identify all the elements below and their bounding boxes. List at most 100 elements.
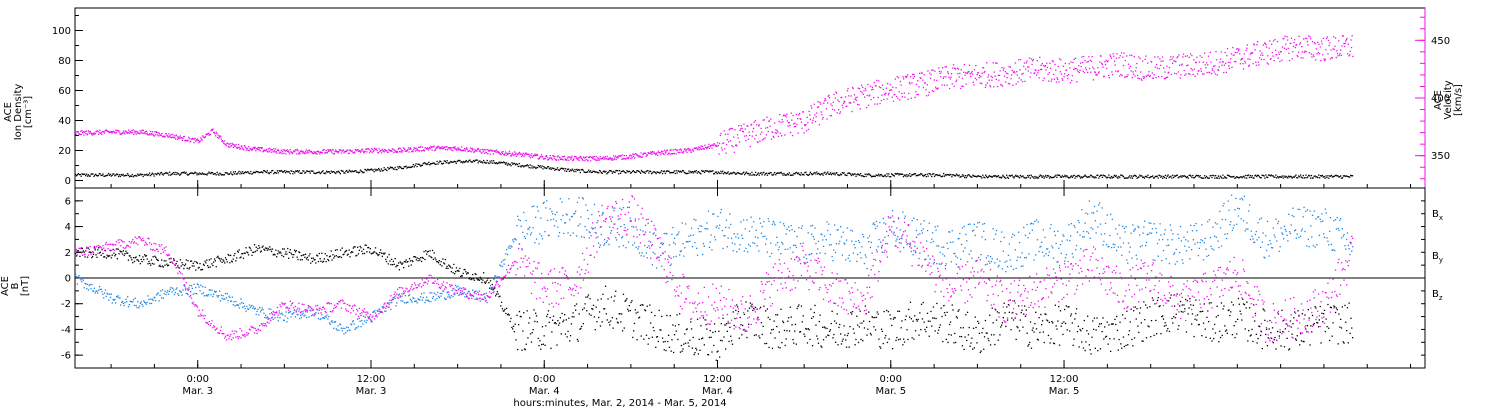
bfield-point-bx	[554, 322, 556, 324]
density-point	[1295, 174, 1297, 176]
velocity-point	[1228, 67, 1231, 70]
velocity-point	[1286, 36, 1288, 38]
density-point	[1166, 175, 1168, 177]
velocity-point	[315, 151, 318, 153]
velocity-point	[183, 135, 185, 138]
bfield-point-bx	[230, 254, 232, 257]
bfield-point-bx	[877, 313, 879, 315]
density-point	[1346, 175, 1348, 177]
bfield-point-bx	[960, 336, 963, 338]
bfield-point-bx	[150, 259, 153, 261]
bfield-point-bx	[700, 325, 702, 327]
density-point	[1330, 174, 1333, 177]
density-point	[449, 161, 451, 164]
velocity-point	[1204, 64, 1206, 66]
velocity-point	[511, 153, 513, 155]
velocity-point	[777, 135, 780, 137]
velocity-point	[1137, 77, 1139, 79]
density-point	[75, 175, 78, 177]
velocity-point	[1050, 80, 1052, 82]
velocity-point	[545, 155, 547, 157]
velocity-point	[613, 158, 615, 161]
bfield-point-bx	[268, 249, 270, 251]
velocity-point	[1183, 69, 1185, 72]
velocity-point	[585, 158, 587, 160]
density-point	[367, 168, 369, 170]
velocity-point	[881, 84, 884, 86]
bfield-point-bx	[109, 255, 111, 257]
velocity-point	[488, 150, 490, 153]
bfield-point-bx	[987, 337, 989, 340]
velocity-point	[84, 130, 86, 133]
velocity-point	[221, 139, 224, 142]
bfield-point-bx	[1119, 321, 1121, 323]
velocity-point	[784, 134, 786, 136]
density-point	[1027, 176, 1030, 178]
bfield-point-bx	[1213, 338, 1215, 340]
velocity-point	[290, 151, 293, 153]
velocity-point	[397, 148, 399, 150]
velocity-point	[82, 131, 84, 133]
bfield-point-bx	[250, 249, 252, 251]
velocity-point	[1101, 63, 1103, 65]
bfield-point-bx	[823, 326, 826, 328]
bfield-point-bx	[149, 262, 151, 265]
bfield-point-bx	[385, 260, 388, 263]
density-point	[821, 173, 823, 175]
bfield-point-bx	[904, 319, 906, 321]
density-point	[160, 171, 163, 174]
velocity-point	[225, 145, 228, 147]
density-point	[210, 172, 212, 175]
bfield-point-bx	[403, 267, 405, 269]
bfield-point-bx	[229, 262, 231, 264]
velocity-point	[1055, 81, 1057, 83]
bfield-point-bx	[739, 316, 741, 319]
bfield-point-bx	[236, 257, 238, 259]
bfield-point-bx	[957, 310, 959, 312]
bfield-point-bx	[1253, 304, 1255, 306]
bfield-point-bx	[791, 324, 793, 326]
velocity-point	[1113, 55, 1115, 57]
velocity-point	[989, 86, 992, 88]
velocity-point	[1202, 73, 1204, 75]
velocity-point	[811, 107, 813, 109]
bfield-point-bx	[1233, 325, 1235, 327]
density-point	[234, 171, 236, 173]
density-point	[784, 174, 786, 176]
velocity-point	[712, 144, 714, 147]
density-point	[935, 174, 937, 176]
bfield-point-bx	[473, 279, 475, 281]
velocity-point	[606, 155, 608, 158]
density-point	[301, 172, 303, 174]
bfield-point-bx	[432, 258, 435, 260]
velocity-point	[692, 150, 695, 152]
bfield-point-bx	[900, 327, 902, 329]
velocity-point	[986, 82, 988, 84]
velocity-point	[1044, 65, 1046, 67]
bfield-point-bx	[1058, 344, 1061, 346]
velocity-point	[596, 159, 598, 161]
bfield-point-bx	[1255, 333, 1257, 335]
bfield-point-bx	[442, 258, 444, 260]
velocity-point	[853, 94, 856, 96]
density-point	[985, 174, 987, 176]
bfield-point-bx	[780, 308, 782, 310]
velocity-point	[1274, 39, 1276, 41]
bfield-point-bx	[984, 319, 987, 322]
velocity-point	[318, 151, 320, 153]
density-point	[802, 173, 804, 175]
density-point	[487, 162, 489, 164]
velocity-point	[590, 160, 592, 162]
velocity-point	[709, 145, 711, 148]
density-point	[1291, 177, 1293, 179]
bfield-point-bx	[1085, 341, 1087, 343]
velocity-point	[718, 153, 720, 155]
velocity-point	[666, 150, 668, 152]
density-point	[869, 174, 871, 176]
density-point	[251, 173, 253, 175]
bfield-point-bx	[1189, 298, 1191, 300]
velocity-point	[806, 116, 808, 118]
velocity-point	[827, 95, 829, 97]
bfield-point-bx	[1005, 325, 1007, 328]
bfield-point-bx	[668, 346, 671, 348]
